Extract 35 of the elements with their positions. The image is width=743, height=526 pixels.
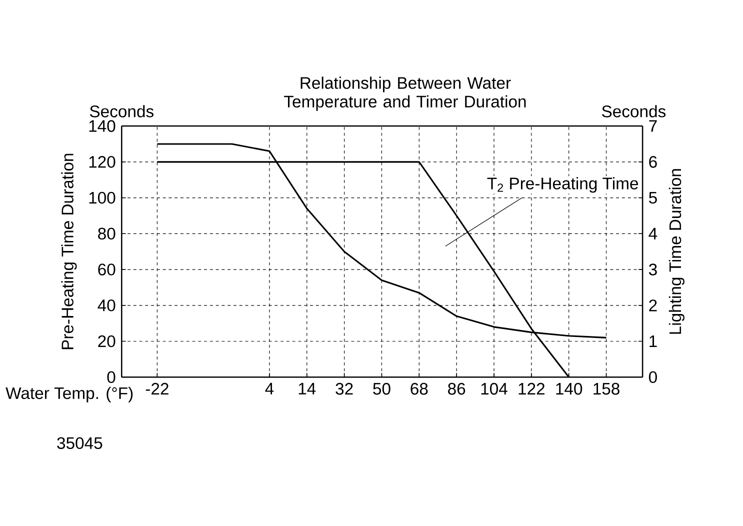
x-tick-label: 50: [373, 382, 390, 395]
y-tick-label: 60: [98, 264, 116, 276]
x-tick-label: 86: [448, 382, 466, 395]
x-axis-title: Water Temp. (°F): [6, 386, 133, 402]
y-tick-label: 140: [89, 120, 116, 132]
x-tick-label: 68: [410, 382, 428, 395]
chart-title: Relationship Between Water Temperature and Timer Duration: [284, 76, 526, 111]
text: 35045: [57, 437, 102, 450]
x-tick-label: 4: [265, 382, 274, 394]
x-tick-label: 158: [594, 382, 620, 395]
x-tick-label: 140: [556, 382, 582, 395]
y2-tick-label: 1: [650, 336, 657, 348]
y-tick-label: 100: [89, 192, 116, 204]
y-axis-title: Pre-Heating Time Duration: [61, 154, 77, 350]
y-tick-label: 0: [107, 371, 116, 384]
text: Seconds: [90, 105, 154, 118]
y2-tick-label: 5: [648, 192, 657, 204]
x-tick-label: 122: [518, 382, 544, 395]
y-tick-label: 80: [98, 228, 116, 240]
x-tick-label: 104: [481, 382, 508, 395]
x-tick-label: -22: [146, 382, 168, 395]
y2-tick-label: 3: [648, 264, 657, 276]
y-tick-label: 20: [98, 335, 116, 348]
y2-tick-label: 0: [648, 371, 657, 384]
y2-axis-title: Lighting Time Duration: [668, 169, 684, 334]
annotation: T$_{2}$ Pre-Heating Time: [487, 177, 638, 193]
x-tick-label: 14: [298, 382, 316, 394]
y2-tick-label: 7: [649, 120, 657, 132]
y-tick-label: 40: [98, 300, 116, 312]
y2-tick-label: 6: [649, 156, 657, 168]
y2-tick-label: 2: [649, 300, 657, 312]
x-tick-label: 32: [336, 382, 353, 395]
text: Seconds: [602, 105, 666, 118]
y2-tick-label: 4: [648, 228, 658, 240]
y-tick-label: 120: [89, 156, 116, 168]
